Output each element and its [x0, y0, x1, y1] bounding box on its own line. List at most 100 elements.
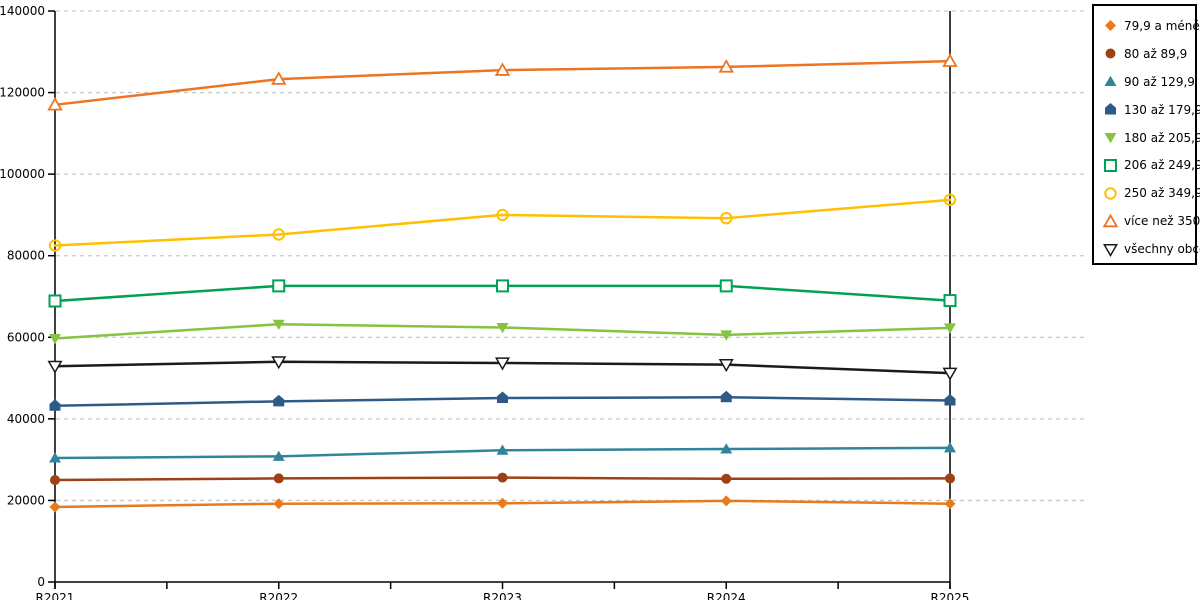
- series-markers: [47, 356, 958, 381]
- legend-item: 90 až 129,9: [1103, 68, 1195, 96]
- legend-item-label: 80 až 89,9: [1124, 46, 1188, 61]
- series-markers: [49, 442, 956, 463]
- square-open-marker-icon: [496, 279, 509, 293]
- diamond-marker-icon: [720, 495, 732, 507]
- legend-marker: [1105, 48, 1116, 59]
- diamond-marker-icon: [944, 498, 956, 510]
- diamond-marker-icon: [1105, 20, 1116, 32]
- legend-item-label: 180 až 205,9: [1124, 130, 1200, 145]
- triangle-up-open-marker-icon: [494, 62, 511, 76]
- triangle-down-open-marker-icon: [718, 359, 734, 373]
- triangle-up-open-marker-icon: [718, 59, 735, 73]
- legend: 79,9 a méně 80 až 89,9 90 až 129,9 130 až 1…: [1092, 4, 1200, 265]
- triangle-up-marker-icon: [496, 444, 509, 455]
- circle-marker-icon: [1105, 48, 1116, 59]
- legend-item-label: všechny obce: [1124, 242, 1200, 257]
- circle-marker-icon: [497, 472, 508, 483]
- square-open-marker-icon: [272, 279, 286, 293]
- legend-item: více než 350: [1103, 207, 1200, 235]
- legend-item-label: 79,9 a méně: [1124, 18, 1200, 33]
- legend-marker: [1105, 103, 1116, 115]
- legend-marker: [1103, 213, 1118, 227]
- square-open-marker-icon: [719, 279, 733, 293]
- pentagon-marker-icon: [944, 394, 956, 406]
- triangle-down-open-marker-icon: [942, 367, 958, 381]
- y-axis-tick-label: 20000: [7, 493, 45, 507]
- series-markers: [47, 53, 958, 111]
- circle-open-marker-icon: [1104, 187, 1117, 200]
- circle-open-marker-icon: [720, 211, 733, 225]
- circle-open-marker-icon: [48, 239, 62, 252]
- triangle-up-marker-icon: [49, 452, 61, 463]
- legend-item-label: více než 350: [1124, 214, 1200, 229]
- triangle-up-marker-icon: [1104, 75, 1117, 87]
- x-axis-tick-label: R2021: [36, 591, 75, 600]
- triangle-down-open-marker-icon: [495, 357, 510, 371]
- legend-item: všechny obce: [1103, 235, 1200, 263]
- y-axis-tick-label: 60000: [7, 330, 45, 344]
- y-axis-tick-label: 80000: [7, 249, 45, 263]
- square-open-marker-icon: [943, 294, 957, 308]
- triangle-down-open-marker-icon: [271, 356, 287, 370]
- series-line: [53, 198, 952, 247]
- x-axis-tick-label: R2024: [707, 591, 746, 600]
- y-axis-tick-label: 40000: [7, 412, 45, 426]
- series-markers: [50, 472, 955, 486]
- y-axis-tick-label: 0: [37, 575, 45, 589]
- circle-marker-icon: [945, 473, 955, 484]
- triangle-down-marker-icon: [496, 322, 509, 334]
- square-open-marker-icon: [1104, 158, 1117, 172]
- legend-item: 80 až 89,9: [1103, 40, 1195, 68]
- legend-marker: [1103, 243, 1118, 257]
- circle-marker-icon: [721, 473, 732, 484]
- triangle-down-marker-icon: [49, 334, 61, 345]
- circle-open-marker-icon: [272, 228, 285, 241]
- triangle-up-open-marker-icon: [1103, 213, 1118, 227]
- circle-open-marker-icon: [496, 208, 509, 222]
- circle-marker-icon: [50, 475, 60, 486]
- triangle-down-marker-icon: [944, 323, 956, 334]
- legend-item: 130 až 179,9: [1103, 96, 1200, 124]
- triangle-down-marker-icon: [720, 330, 733, 341]
- legend-marker: [1104, 75, 1117, 87]
- x-axis-tick-label: R2022: [259, 591, 298, 600]
- x-axis-tick-label: R2025: [931, 591, 970, 600]
- circle-open-marker-icon: [943, 193, 957, 207]
- series-markers: [48, 279, 957, 308]
- triangle-up-open-marker-icon: [47, 96, 63, 111]
- series-markers: [49, 495, 956, 513]
- y-axis-tick-label: 120000: [0, 86, 45, 100]
- x-axis-tick-label: R2023: [483, 591, 522, 600]
- legend-item: 180 až 205,9: [1103, 124, 1200, 152]
- triangle-up-open-marker-icon: [942, 53, 958, 67]
- legend-marker: [1104, 133, 1117, 144]
- legend-marker: [1104, 187, 1117, 200]
- legend-item: 79,9 a méně: [1103, 12, 1200, 40]
- circle-marker-icon: [273, 473, 284, 484]
- triangle-down-marker-icon: [1104, 133, 1117, 144]
- diamond-marker-icon: [497, 497, 508, 509]
- pentagon-marker-icon: [497, 391, 508, 404]
- triangle-down-open-marker-icon: [47, 360, 63, 374]
- triangle-up-marker-icon: [944, 442, 956, 453]
- legend-item-label: 130 až 179,9: [1124, 102, 1200, 117]
- series-markers: [49, 390, 956, 411]
- pentagon-marker-icon: [49, 399, 61, 411]
- y-axis-tick-label: 140000: [0, 4, 45, 18]
- legend-item-label: 90 až 129,9: [1124, 74, 1195, 89]
- pentagon-marker-icon: [273, 394, 285, 407]
- y-axis-tick-label: 100000: [0, 167, 45, 181]
- legend-item-label: 206 až 249,9: [1124, 158, 1200, 173]
- square-open-marker-icon: [48, 294, 62, 308]
- triangle-down-marker-icon: [272, 319, 285, 331]
- pentagon-marker-icon: [1105, 103, 1116, 115]
- triangle-up-open-marker-icon: [270, 71, 287, 85]
- triangle-down-open-marker-icon: [1103, 243, 1118, 257]
- legend-item: 206 až 249,9: [1103, 151, 1200, 179]
- legend-marker: [1105, 20, 1116, 32]
- triangle-up-marker-icon: [272, 450, 285, 461]
- series-markers: [49, 319, 956, 345]
- legend-item: 250 až 349,9: [1103, 179, 1200, 207]
